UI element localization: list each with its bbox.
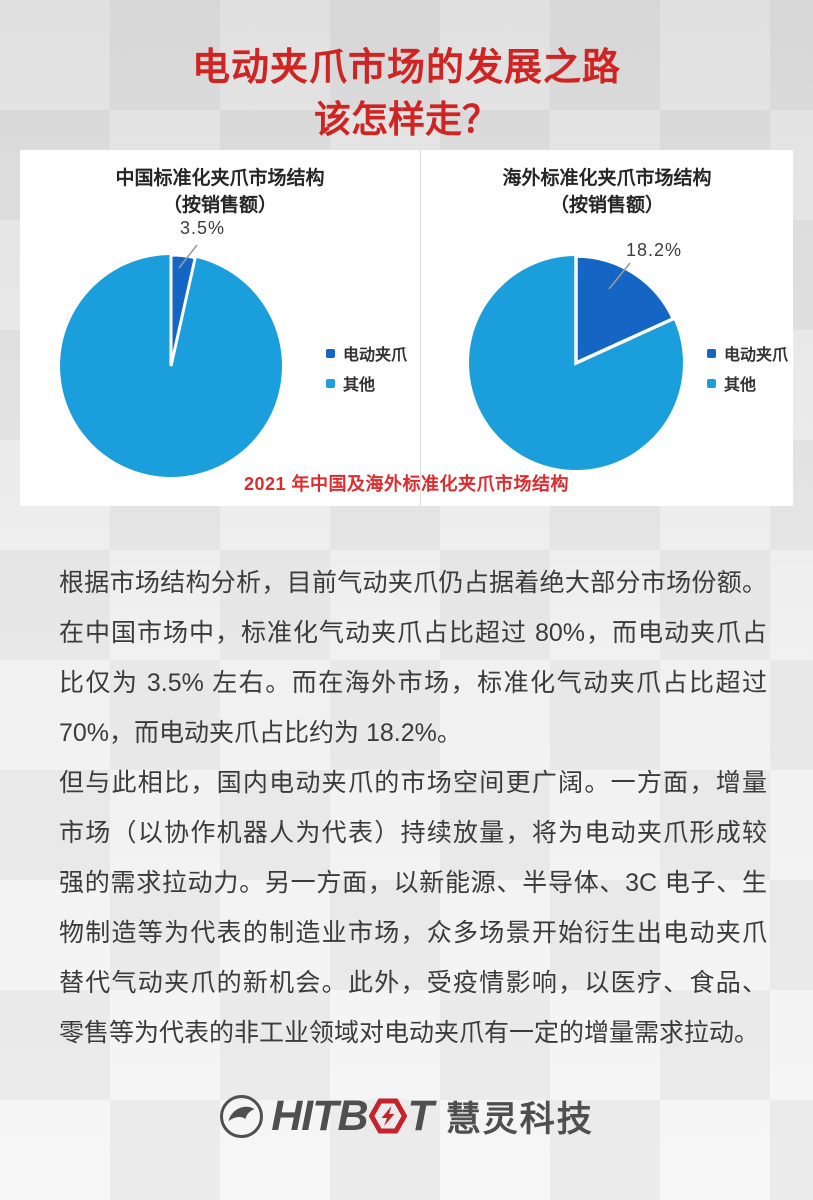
legend-label-other: 其他 bbox=[724, 377, 757, 394]
china-chart-title: 中国标准化夹爪市场结构 （按销售额） bbox=[20, 165, 420, 219]
legend-label-electric: 电动夹爪 bbox=[724, 347, 789, 364]
page-title-line2: 该怎样走？ bbox=[314, 99, 499, 140]
body-line: 市场（以协作机器人为代表）持续放量，将为电动夹爪形成较 bbox=[59, 819, 767, 847]
overseas-label-leader-line bbox=[608, 262, 631, 290]
legend-item-electric: 电动夹爪 bbox=[326, 338, 407, 368]
body-line: 替代气动夹爪的新机会。此外，受疫情影响，以医疗、食品、 bbox=[59, 969, 767, 997]
body-line: 强的需求拉动力。另一方面，以新能源、半导体、3C 电子、生 bbox=[59, 869, 767, 897]
legend-item-other: 其他 bbox=[707, 368, 788, 398]
overseas-chart-title-line2: （按销售额） bbox=[549, 195, 664, 216]
overseas-chart-title: 海外标准化夹爪市场结构 （按销售额） bbox=[421, 165, 793, 219]
china-label-leader-line bbox=[178, 244, 198, 269]
company-name: 慧灵科技 bbox=[445, 1099, 594, 1139]
page-title: 电动夹爪市场的发展之路 该怎样走？ bbox=[0, 42, 813, 146]
body-line: 物制造等为代表的制造业市场，众多场景开始衍生出电动夹爪 bbox=[59, 919, 767, 947]
legend-bullet-other-icon bbox=[707, 378, 716, 388]
legend-label-other: 其他 bbox=[343, 377, 376, 394]
overseas-chart-legend: 电动夹爪 其他 bbox=[707, 338, 788, 398]
footer-logo: HITB T 慧灵科技 bbox=[0, 1088, 813, 1144]
china-pie-electric-slice bbox=[169, 254, 198, 367]
body-line: 但与此相比，国内电动夹爪的市场空间更广阔。一方面，增量 bbox=[59, 769, 767, 797]
page-title-line1: 电动夹爪市场的发展之路 bbox=[191, 47, 621, 89]
horse-head-icon bbox=[220, 1094, 264, 1138]
china-chart-title-line1: 中国标准化夹爪市场结构 bbox=[115, 168, 325, 189]
overseas-pie-data-label: 18.2% bbox=[626, 240, 683, 260]
hexagon-bolt-icon bbox=[368, 1098, 407, 1134]
charts-card: 中国标准化夹爪市场结构 （按销售额） 3.5% 电动夹爪 其他 bbox=[20, 150, 793, 506]
legend-bullet-electric-icon bbox=[707, 348, 716, 358]
article-body: 根据市场结构分析，目前气动夹爪仍占据着绝大部分市场份额。 在中国市场中，标准化气… bbox=[59, 558, 767, 1058]
wordmark-t: T bbox=[407, 1092, 434, 1140]
body-line: 比仅为 3.5% 左右。而在海外市场，标准化气动夹爪占比超过 bbox=[59, 669, 767, 697]
wordmark-hitb: HITB bbox=[271, 1092, 368, 1140]
body-line: 70%，而电动夹爪占比约为 18.2%。 bbox=[59, 719, 462, 747]
overseas-pie-chart-panel: 海外标准化夹爪市场结构 （按销售额） 18.2% 电动夹爪 其他 bbox=[420, 150, 793, 506]
legend-item-other: 其他 bbox=[326, 368, 407, 398]
china-chart-legend: 电动夹爪 其他 bbox=[326, 338, 407, 398]
legend-bullet-other-icon bbox=[326, 378, 335, 388]
hitbot-logo: HITB T 慧灵科技 bbox=[219, 1091, 594, 1142]
charts-caption: 2021 年中国及海外标准化夹爪市场结构 bbox=[243, 474, 570, 494]
legend-bullet-electric-icon bbox=[326, 348, 335, 358]
china-pie-data-label: 3.5% bbox=[180, 218, 226, 238]
overseas-pie bbox=[469, 255, 683, 470]
legend-item-electric: 电动夹爪 bbox=[707, 338, 788, 368]
body-line: 在中国市场中，标准化气动夹爪占比超过 80%，而电动夹爪占 bbox=[59, 619, 767, 647]
overseas-pie-electric-slice bbox=[574, 255, 676, 366]
body-line: 根据市场结构分析，目前气动夹爪仍占据着绝大部分市场份额。 bbox=[59, 569, 767, 597]
china-chart-title-line2: （按销售额） bbox=[162, 195, 277, 216]
china-pie-chart-panel: 中国标准化夹爪市场结构 （按销售额） 3.5% 电动夹爪 其他 bbox=[20, 150, 420, 506]
china-pie bbox=[60, 254, 282, 477]
overseas-chart-title-line1: 海外标准化夹爪市场结构 bbox=[502, 168, 712, 189]
legend-label-electric: 电动夹爪 bbox=[343, 347, 408, 364]
body-line: 零售等为代表的非工业领域对电动夹爪有一定的增量需求拉动。 bbox=[59, 1019, 760, 1047]
